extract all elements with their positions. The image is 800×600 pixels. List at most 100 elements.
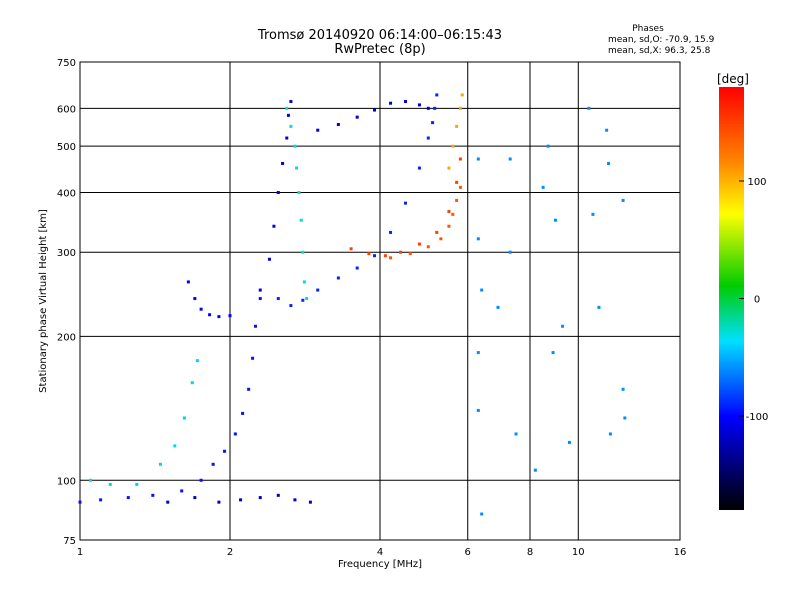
data-point bbox=[426, 136, 430, 140]
data-point bbox=[533, 468, 537, 472]
data-point bbox=[293, 144, 297, 148]
data-point bbox=[621, 198, 625, 202]
chart-subtitle: RwPretec (8p) bbox=[334, 42, 425, 57]
data-point bbox=[508, 157, 512, 161]
data-point bbox=[389, 230, 393, 234]
data-point bbox=[458, 157, 462, 161]
data-point bbox=[199, 307, 203, 311]
data-point bbox=[608, 432, 612, 436]
data-point bbox=[605, 128, 609, 132]
data-point bbox=[193, 496, 197, 500]
data-point bbox=[289, 304, 293, 308]
data-point bbox=[295, 166, 299, 170]
data-point bbox=[289, 124, 293, 128]
data-point bbox=[476, 157, 480, 161]
data-point bbox=[99, 498, 103, 502]
data-point bbox=[458, 185, 462, 189]
data-point bbox=[460, 93, 464, 97]
data-point bbox=[514, 432, 518, 436]
phase-heading: Phases bbox=[632, 24, 664, 34]
data-point bbox=[305, 297, 309, 301]
data-point bbox=[447, 224, 451, 228]
data-point bbox=[373, 254, 377, 258]
data-point bbox=[267, 257, 271, 261]
x-tick-label: 10 bbox=[572, 547, 585, 558]
data-point bbox=[299, 218, 303, 222]
data-point bbox=[508, 250, 512, 254]
data-point bbox=[247, 387, 251, 391]
data-point bbox=[426, 245, 430, 249]
x-axis-label: Frequency [MHz] bbox=[338, 559, 422, 570]
data-point bbox=[567, 440, 571, 444]
data-point bbox=[403, 100, 407, 104]
data-point bbox=[239, 498, 243, 502]
data-point bbox=[180, 489, 184, 493]
data-point bbox=[476, 408, 480, 412]
data-point bbox=[78, 500, 82, 504]
data-points bbox=[78, 93, 627, 516]
data-point bbox=[272, 224, 276, 228]
data-point bbox=[389, 101, 393, 105]
y-axis-label: Stationary phase Virtual Height [km] bbox=[38, 209, 49, 393]
data-point bbox=[426, 106, 430, 110]
data-point bbox=[389, 256, 393, 260]
colorbar-tick-label: 0 bbox=[754, 295, 760, 306]
data-point bbox=[193, 297, 197, 301]
colorbar-tick-label: -100 bbox=[746, 412, 769, 423]
data-point bbox=[251, 356, 255, 360]
data-point bbox=[316, 128, 320, 132]
data-point bbox=[561, 324, 565, 328]
data-point bbox=[241, 411, 245, 415]
data-point bbox=[258, 288, 262, 292]
data-point bbox=[373, 108, 377, 112]
data-point bbox=[435, 230, 439, 234]
data-point bbox=[336, 276, 340, 280]
data-point bbox=[195, 359, 199, 363]
x-tick-label: 16 bbox=[674, 547, 687, 558]
data-point bbox=[587, 106, 591, 110]
data-point bbox=[621, 387, 625, 391]
x-tick-label: 8 bbox=[527, 547, 533, 558]
data-point bbox=[217, 315, 221, 319]
data-point bbox=[297, 190, 301, 194]
data-point bbox=[258, 297, 262, 301]
data-point bbox=[480, 512, 484, 516]
data-point bbox=[431, 121, 435, 125]
data-point bbox=[233, 432, 237, 436]
data-point bbox=[186, 280, 190, 284]
data-point bbox=[433, 106, 437, 110]
data-point bbox=[451, 212, 455, 216]
data-point bbox=[217, 500, 221, 504]
data-point bbox=[435, 93, 439, 97]
colorbar-tick-label: 100 bbox=[747, 177, 766, 188]
colorbar-ticks: 100 0 -100 bbox=[739, 177, 768, 423]
data-point bbox=[208, 313, 212, 317]
x-tick-labels: 1 2 4 6 8 10 16 bbox=[77, 547, 687, 558]
data-point bbox=[551, 351, 555, 355]
data-point bbox=[285, 106, 289, 110]
data-point bbox=[276, 190, 280, 194]
data-point bbox=[447, 166, 451, 170]
y-tick-label: 100 bbox=[57, 476, 76, 487]
data-point bbox=[276, 493, 280, 497]
data-point bbox=[597, 305, 601, 309]
data-point bbox=[355, 115, 359, 119]
data-point bbox=[399, 250, 403, 254]
data-point bbox=[553, 218, 557, 222]
data-point bbox=[349, 247, 353, 251]
data-point bbox=[476, 351, 480, 355]
data-point bbox=[591, 212, 595, 216]
data-point bbox=[408, 252, 412, 256]
data-point bbox=[199, 478, 203, 482]
data-point bbox=[286, 113, 290, 117]
x-tick-label: 1 bbox=[77, 547, 83, 558]
data-point bbox=[223, 449, 227, 453]
data-point bbox=[417, 242, 421, 246]
data-point bbox=[126, 496, 130, 500]
data-point bbox=[476, 237, 480, 241]
data-point bbox=[336, 123, 340, 127]
data-point bbox=[458, 106, 462, 110]
data-point bbox=[253, 324, 257, 328]
data-point bbox=[211, 462, 215, 466]
